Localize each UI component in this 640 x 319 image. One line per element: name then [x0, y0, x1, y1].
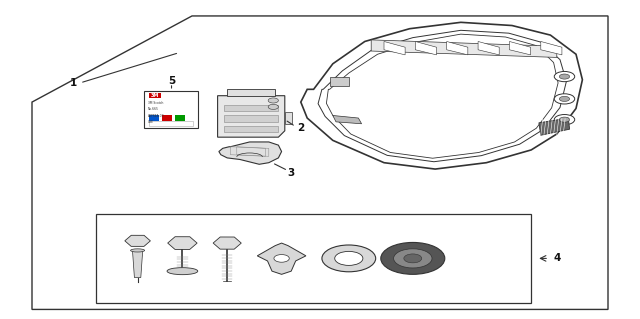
Polygon shape [447, 41, 468, 55]
Circle shape [322, 245, 376, 272]
Bar [224, 126, 278, 132]
Circle shape [381, 242, 445, 274]
Polygon shape [509, 41, 531, 55]
Polygon shape [539, 118, 570, 135]
Text: No.665: No.665 [148, 108, 159, 111]
Circle shape [394, 249, 432, 268]
Polygon shape [384, 41, 405, 55]
Circle shape [268, 98, 278, 103]
Text: 1: 1 [70, 78, 77, 88]
Circle shape [554, 94, 575, 104]
Ellipse shape [131, 249, 145, 252]
Bar [175, 115, 185, 121]
Text: 5: 5 [168, 76, 175, 86]
Circle shape [559, 74, 570, 79]
Text: 3: 3 [287, 168, 295, 178]
Polygon shape [478, 41, 499, 55]
Bar [144, 91, 198, 128]
Bar [96, 214, 531, 303]
Polygon shape [218, 96, 285, 137]
Bar [162, 115, 172, 121]
Circle shape [404, 254, 422, 263]
Ellipse shape [167, 268, 198, 275]
Circle shape [335, 251, 363, 265]
Circle shape [268, 104, 278, 109]
Polygon shape [257, 243, 306, 274]
Bar [149, 121, 193, 126]
Polygon shape [541, 41, 562, 55]
Circle shape [274, 255, 289, 262]
Bar [149, 115, 159, 121]
Polygon shape [371, 40, 557, 57]
Circle shape [559, 96, 570, 101]
Circle shape [554, 115, 575, 125]
Bar [224, 105, 278, 111]
Polygon shape [415, 41, 436, 55]
Bar [227, 89, 275, 96]
Polygon shape [326, 34, 558, 158]
Circle shape [559, 117, 570, 122]
Text: 3M: 3M [150, 93, 159, 98]
Text: 4: 4 [553, 253, 561, 263]
Bar [285, 112, 292, 124]
Polygon shape [333, 115, 362, 124]
Polygon shape [219, 142, 282, 164]
Text: 2: 2 [297, 122, 305, 133]
Circle shape [554, 71, 575, 82]
Text: ABPREA-09: ABPREA-09 [148, 114, 164, 118]
Bar [224, 115, 278, 122]
Text: USE: USE [148, 120, 154, 124]
Bar [149, 93, 161, 98]
Polygon shape [301, 22, 582, 169]
Polygon shape [330, 77, 349, 86]
Text: 3M Scotch: 3M Scotch [148, 101, 163, 105]
Polygon shape [132, 250, 143, 278]
